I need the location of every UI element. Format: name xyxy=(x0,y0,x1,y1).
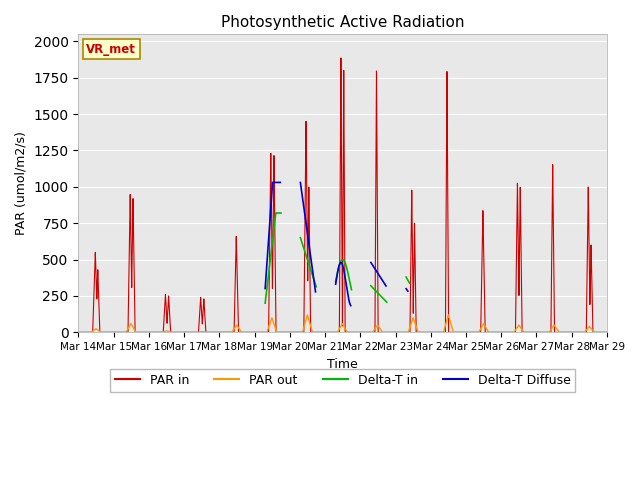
Legend: PAR in, PAR out, Delta-T in, Delta-T Diffuse: PAR in, PAR out, Delta-T in, Delta-T Dif… xyxy=(110,369,575,392)
X-axis label: Time: Time xyxy=(327,358,358,371)
Text: VR_met: VR_met xyxy=(86,43,136,56)
Y-axis label: PAR (umol/m2/s): PAR (umol/m2/s) xyxy=(15,131,28,235)
Title: Photosynthetic Active Radiation: Photosynthetic Active Radiation xyxy=(221,15,465,30)
